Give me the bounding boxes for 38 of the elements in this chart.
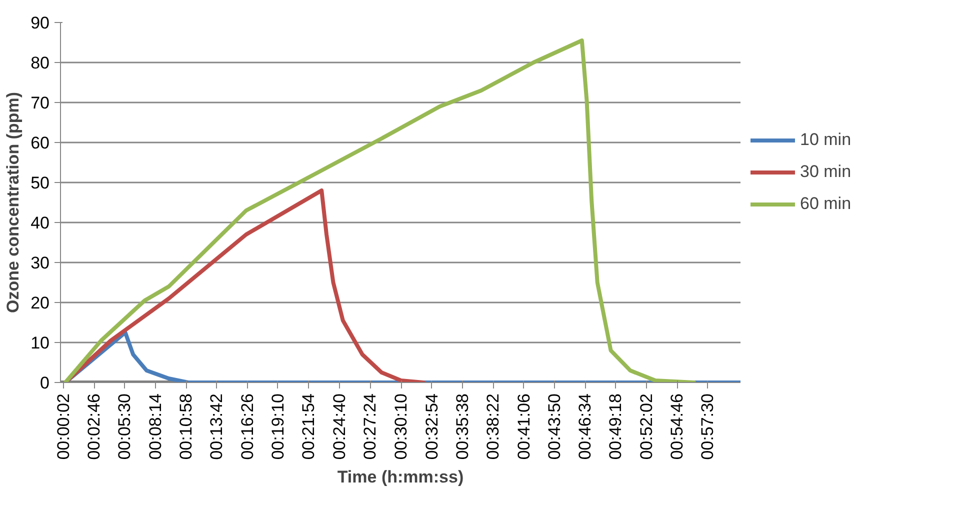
x-tick-label: 00:52:02 <box>636 393 656 460</box>
x-tick-label: 00:19:10 <box>268 393 288 460</box>
x-tick-label: 00:57:30 <box>698 393 718 460</box>
y-tick-label: 90 <box>30 14 50 32</box>
x-tick-label: 00:54:46 <box>668 393 687 460</box>
x-tick-label: 00:10:58 <box>176 393 196 460</box>
x-tick-label: 00:24:40 <box>330 393 350 460</box>
x-tick-label: 00:13:42 <box>207 393 226 460</box>
x-tick-label: 00:30:10 <box>392 393 411 460</box>
x-tick-label: 00:21:54 <box>299 393 318 460</box>
x-tick-label: 00:38:22 <box>484 393 503 460</box>
x-tick-label: 00:49:18 <box>606 393 626 460</box>
y-tick-label: 80 <box>30 54 50 72</box>
y-tick-label: 50 <box>30 174 50 192</box>
x-tick-label: 00:00:02 <box>54 393 73 460</box>
x-tick-label: 00:16:26 <box>238 393 257 460</box>
x-tick-label: 00:05:30 <box>115 393 134 460</box>
y-tick-label: 10 <box>30 334 50 352</box>
y-tick-label: 40 <box>30 214 50 232</box>
legend-label: 10 min <box>800 130 852 150</box>
x-tick-label: 00:08:14 <box>146 393 165 460</box>
y-axis-title: Ozone concentration (ppm) <box>4 92 23 313</box>
x-tick-label: 00:43:50 <box>544 393 564 460</box>
x-axis-title: Time (h:mm:ss) <box>337 468 464 487</box>
y-tick-label: 60 <box>30 134 50 152</box>
x-tick-label: 00:35:38 <box>453 393 472 460</box>
x-tick-label: 00:32:54 <box>422 393 442 460</box>
legend-label: 60 min <box>800 194 852 214</box>
x-tick-label: 00:46:34 <box>576 393 595 460</box>
x-tick-label: 00:41:06 <box>514 393 534 460</box>
legend-label: 30 min <box>800 162 852 182</box>
x-tick-label: 00:27:24 <box>360 393 380 460</box>
y-tick-label: 0 <box>40 374 50 392</box>
line-series <box>63 38 696 382</box>
x-tick-label: 00:02:46 <box>84 393 104 460</box>
y-tick-label: 70 <box>30 94 50 112</box>
y-tick-label: 20 <box>30 294 50 312</box>
y-tick-label: 30 <box>30 254 50 272</box>
